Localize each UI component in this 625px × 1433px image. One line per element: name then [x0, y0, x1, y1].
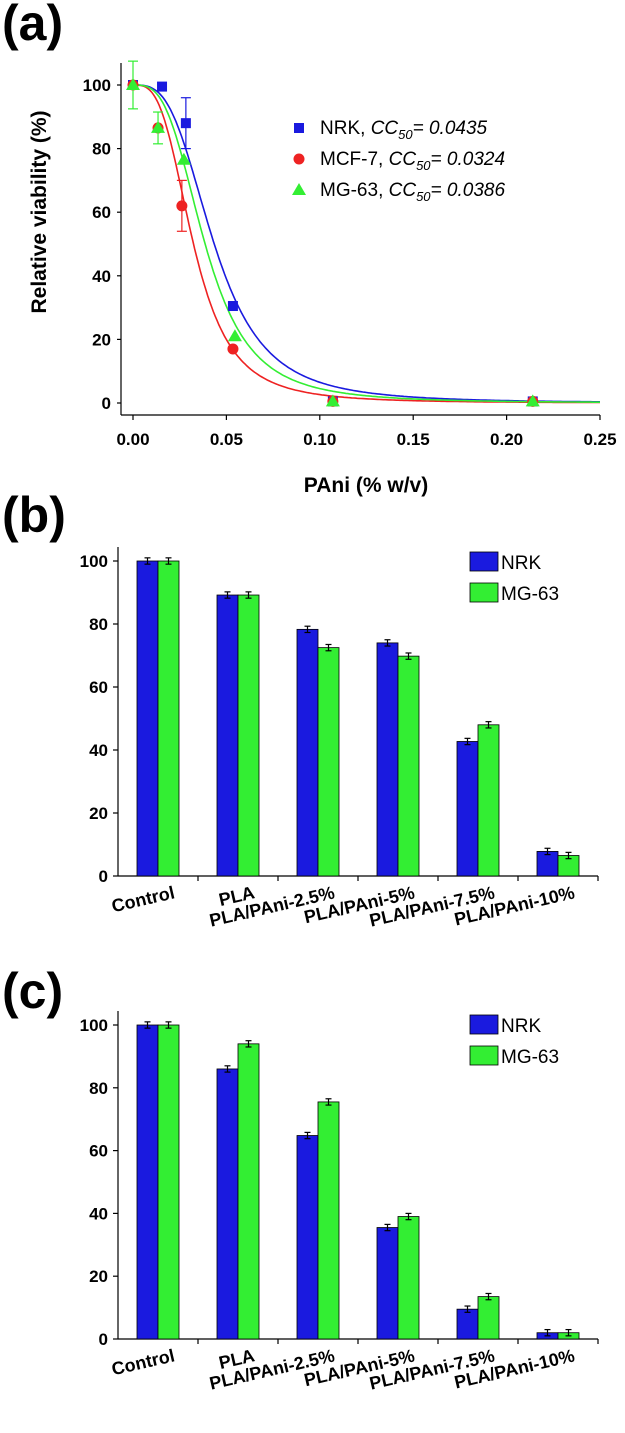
chart-c-y-tick-label: 100: [80, 1016, 108, 1035]
chart-a-y-tick-label: 0: [102, 394, 111, 413]
chart-a-x-tick-label: 0.20: [490, 430, 523, 449]
chart-c-y-tick-label: 60: [89, 1142, 108, 1161]
chart-a-legend-label-mg63: MG-63, CC50= 0.0386: [320, 180, 505, 204]
chart-a-point-mcf7: [227, 343, 239, 355]
chart-c-bar-mg63: [237, 1043, 260, 1340]
chart-a-legend-name-mg63: MG-63,: [320, 180, 389, 201]
chart-a-legend-cc-value-nrk: = 0.0435: [413, 118, 488, 139]
chart-b-bar-mg63: [397, 655, 420, 877]
chart-c-bar-mg63: [397, 1216, 420, 1340]
chart-a-point-mcf7: [176, 200, 188, 212]
chart-a-point-mg63: [176, 152, 191, 165]
chart-c-bar-nrk: [456, 1308, 479, 1340]
chart-a-legend-marker-mg63: [292, 183, 306, 195]
chart-a-point-nrk: [157, 81, 168, 92]
chart-c-bar-nrk: [296, 1135, 319, 1340]
chart-a-viability-curve: Relative viability (%) PAni (% w/v) 0 20 4…: [28, 60, 617, 497]
chart-b-y-tick-label: 20: [89, 804, 108, 823]
chart-a-legend-cc-mg63: CC: [389, 180, 417, 201]
chart-c-y-tick-label: 20: [89, 1267, 108, 1286]
chart-a-legend-cc-nrk: CC: [371, 118, 399, 139]
chart-b-bar-mg63: [317, 647, 340, 877]
chart-b-y-tick-label: 100: [80, 552, 108, 571]
chart-a-legend-marker-nrk: [294, 123, 304, 133]
chart-a-point-mg63: [525, 394, 540, 407]
chart-c-y-tick-label: 80: [89, 1079, 108, 1098]
chart-a-legend-cc-sub-nrk: 50: [398, 127, 413, 142]
chart-b-bar-nrk: [136, 560, 159, 877]
chart-b-legend-label-nrk: NRK: [501, 553, 541, 574]
chart-b-bar-nrk: [296, 628, 319, 877]
chart-b-bar-mg63: [237, 594, 260, 877]
chart-c-legend-swatch-mg63: [469, 1045, 499, 1066]
chart-a-point-mg63: [126, 78, 140, 90]
chart-b-legend-swatch-mg63: [469, 582, 499, 603]
chart-a-point-mg63: [325, 394, 340, 407]
chart-b-bar-nrk: [376, 642, 399, 877]
chart-b-y-tick-label: 0: [99, 867, 108, 886]
chart-a-x-tick-label: 0.25: [583, 430, 616, 449]
chart-c-bar-nrk: [376, 1227, 399, 1340]
chart-c-bar-nrk: [216, 1068, 239, 1340]
chart-a-legend-cc-mcf7: CC: [389, 149, 417, 170]
chart-b-bar-nrk: [456, 741, 479, 877]
chart-c-bar-nrk: [136, 1024, 159, 1340]
chart-c-bar-mg63: [477, 1296, 500, 1340]
chart-a-x-tick-label: 0.05: [210, 430, 243, 449]
chart-a-legend-label-mcf7: MCF-7, CC50= 0.0324: [320, 149, 505, 173]
chart-c-legend-label-mg63: MG-63: [501, 1047, 559, 1068]
chart-a-point-mg63: [227, 329, 242, 342]
chart-b-legend-label-mg63: MG-63: [501, 584, 559, 605]
chart-a-y-tick-label: 80: [92, 140, 111, 159]
chart-b-y-tick-label: 40: [89, 741, 108, 760]
chart-a-y-tick-label: 60: [92, 203, 111, 222]
chart-a-legend-cc-value-mg63: = 0.0386: [431, 180, 506, 201]
chart-a-x-axis-title: PAni (% w/v): [304, 474, 428, 497]
chart-c-bar-mg63: [157, 1024, 180, 1340]
panel-label-c: (c): [2, 963, 63, 1019]
chart-a-legend-cc-value-mcf7: = 0.0324: [431, 149, 506, 170]
chart-a-legend-cc-sub-mg63: 50: [416, 189, 431, 204]
chart-c-legend-label-nrk: NRK: [501, 1016, 541, 1037]
chart-a-legend-name-nrk: NRK,: [320, 118, 371, 139]
chart-c-bar-mg63: [317, 1101, 340, 1340]
chart-b-bar-mg63: [157, 560, 180, 877]
chart-a-legend-marker-mcf7: [293, 153, 305, 165]
chart-a-y-tick-label: 20: [92, 330, 111, 349]
chart-a-fit-curve-mg63: [133, 84, 600, 403]
chart-a-y-tick-label: 40: [92, 267, 111, 286]
chart-a-x-tick-label: 0.10: [303, 430, 336, 449]
chart-a-legend-name-mcf7: MCF-7,: [320, 149, 389, 170]
chart-b-bar-nrk: [216, 594, 239, 877]
chart-a-y-tick-label: 100: [83, 76, 111, 95]
chart-b-bar-mg63: [477, 724, 500, 877]
chart-b-y-tick-label: 60: [89, 678, 108, 697]
chart-b-legend-swatch-nrk: [469, 551, 499, 572]
panel-label-b: (b): [2, 487, 66, 543]
chart-a-point-nrk: [227, 301, 238, 312]
chart-c-y-tick-label: 0: [99, 1330, 108, 1349]
chart-a-point-nrk: [180, 118, 191, 129]
chart-b-category-label: Control: [110, 882, 177, 916]
chart-a-point-mg63: [151, 120, 166, 133]
chart-c-category-label: Control: [110, 1345, 177, 1379]
panel-label-a: (a): [2, 0, 63, 51]
chart-b-y-tick-label: 80: [89, 615, 108, 634]
chart-c-y-tick-label: 40: [89, 1204, 108, 1223]
chart-a-legend-label-nrk: NRK, CC50= 0.0435: [320, 118, 488, 142]
chart-a-x-tick-label: 0.00: [116, 430, 149, 449]
chart-c-legend-swatch-nrk: [469, 1014, 499, 1035]
chart-a-legend-cc-sub-mcf7: 50: [416, 158, 431, 173]
chart-a-x-tick-label: 0.15: [397, 430, 430, 449]
chart-a-y-axis-title: Relative viability (%): [28, 110, 51, 313]
